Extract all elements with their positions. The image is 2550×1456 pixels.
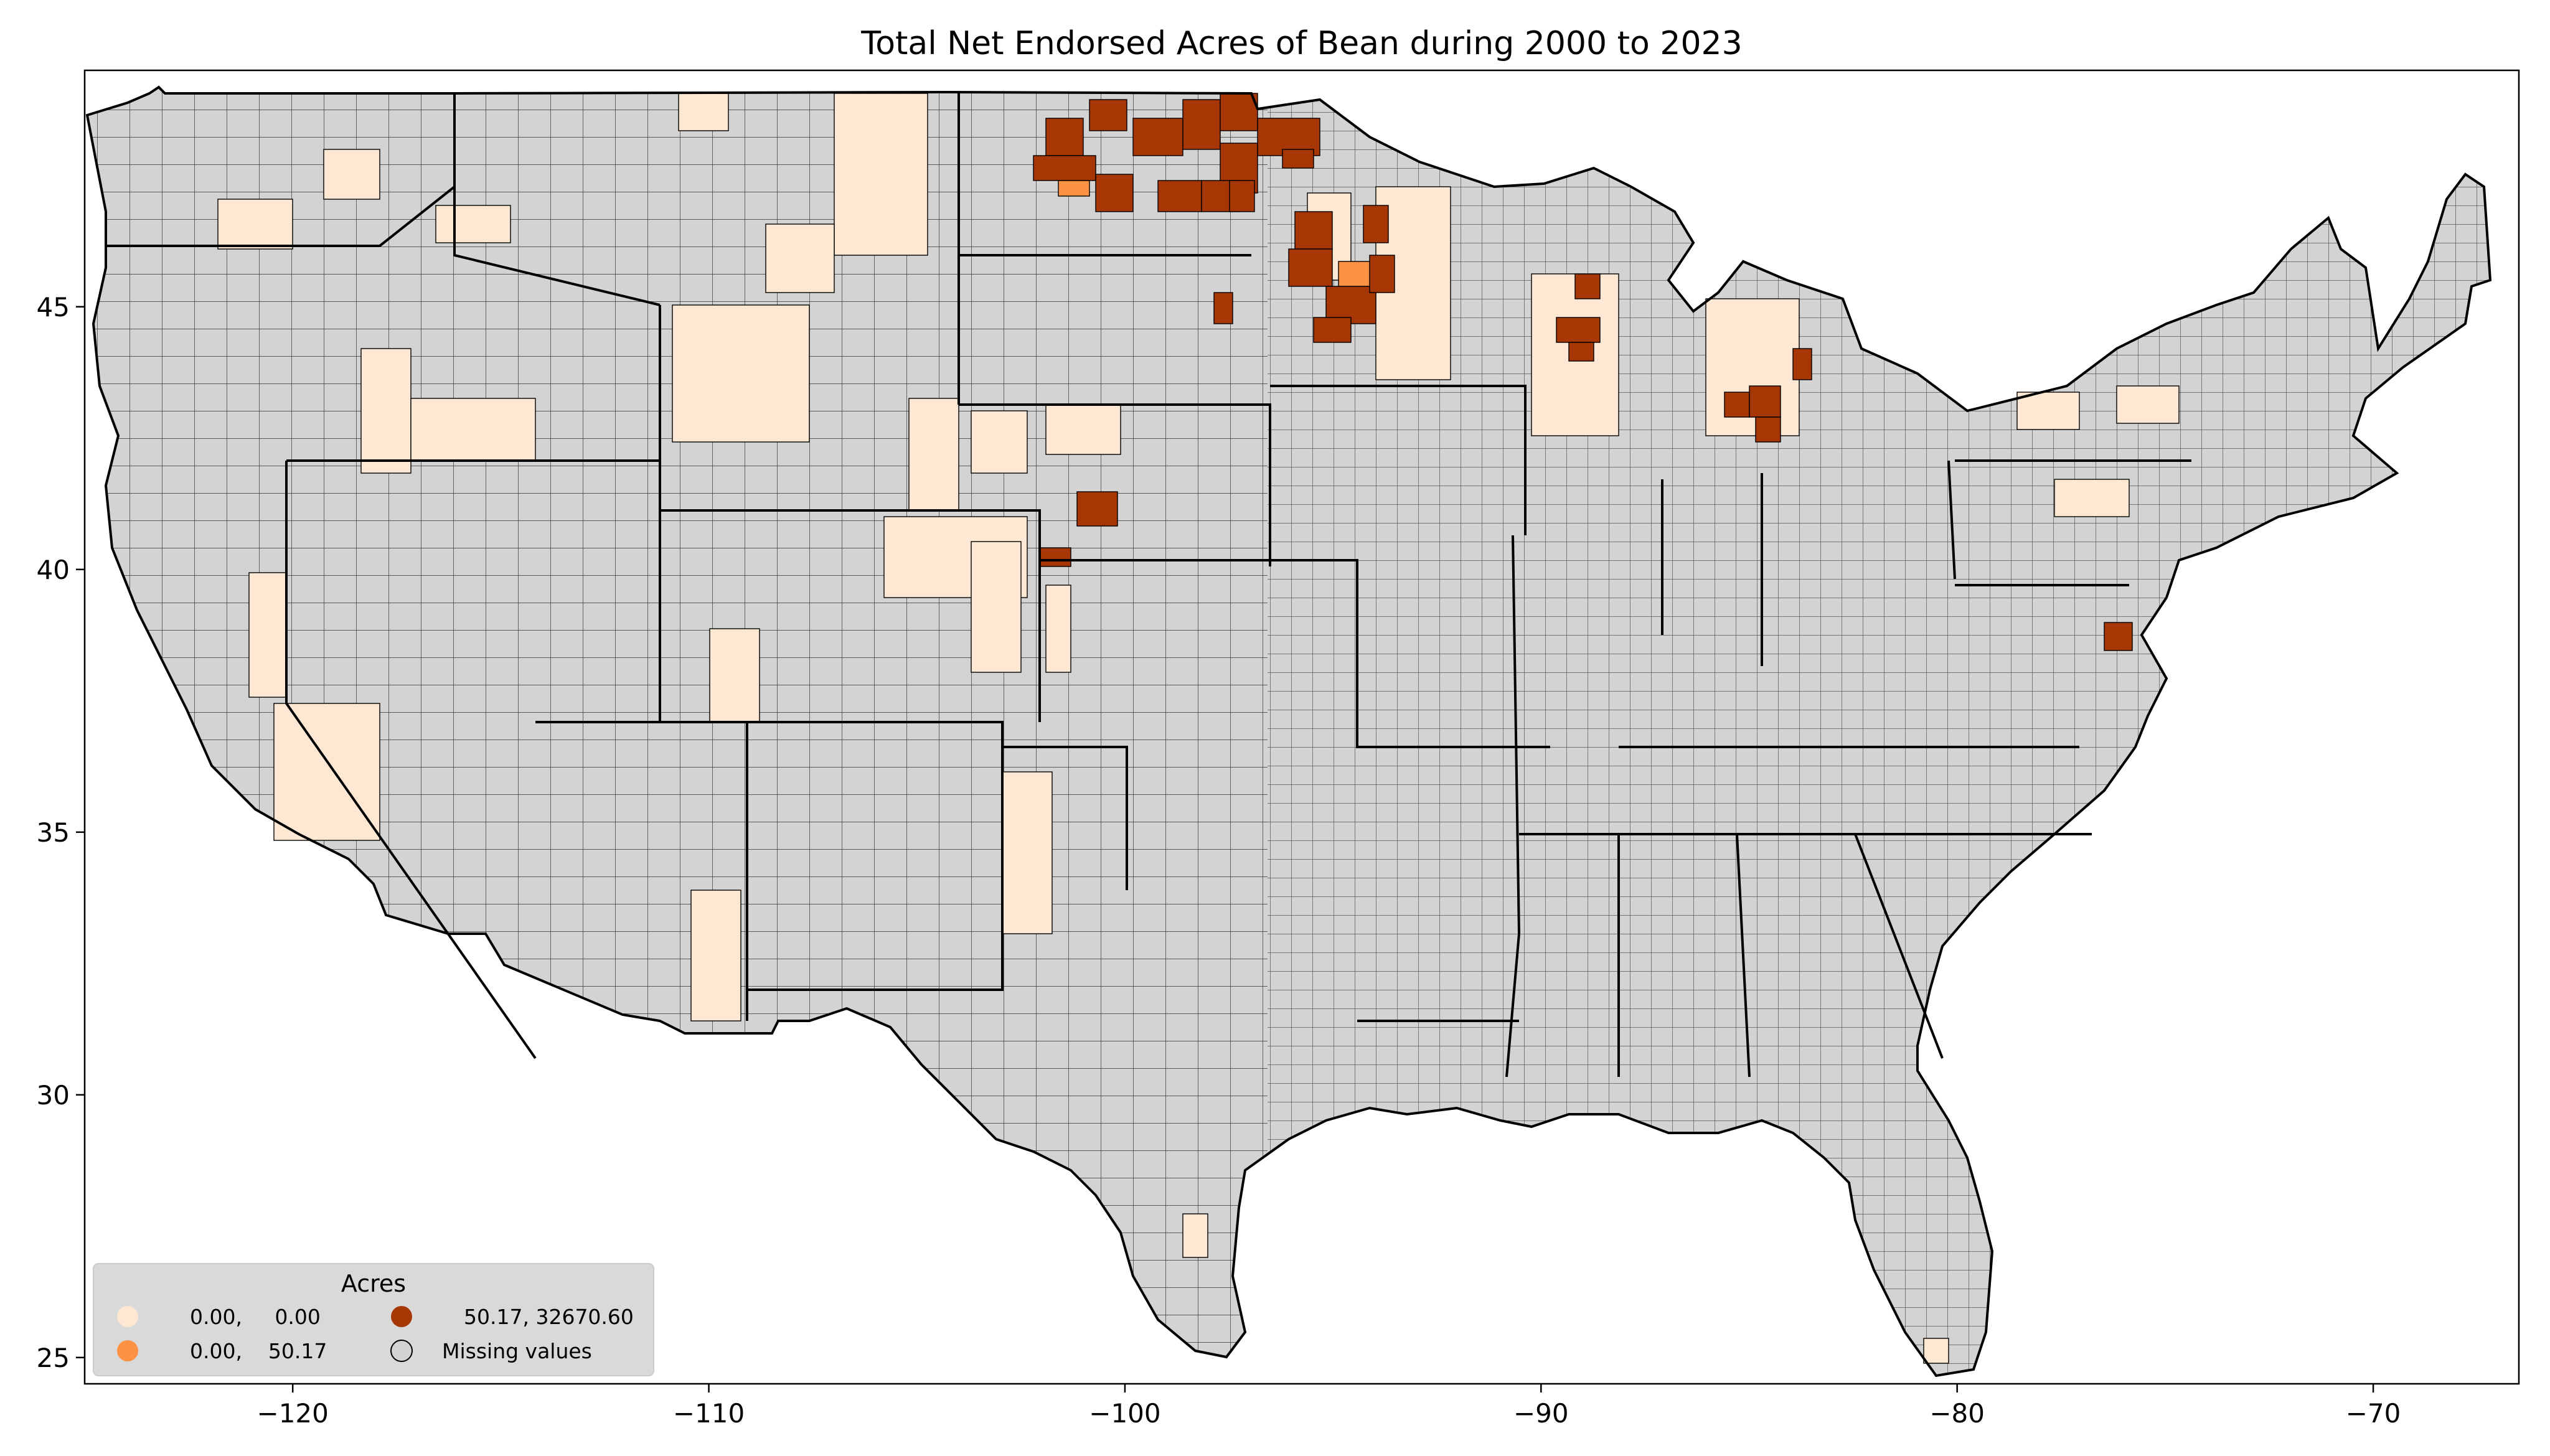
legend-box <box>93 1263 654 1376</box>
county-high <box>1095 174 1134 212</box>
legend-marker-missing <box>390 1340 413 1362</box>
legend-item-low: 0.00, 0.00 <box>117 1305 321 1329</box>
county-low <box>217 199 293 250</box>
county-low <box>273 703 380 841</box>
y-tick-label: 45 <box>37 292 70 322</box>
county-high <box>1749 385 1781 418</box>
y-tick-label: 30 <box>37 1080 70 1111</box>
county-high <box>1220 93 1258 131</box>
legend: Acres 0.00, 0.00 0.00, 50.17 50.17, 3267… <box>93 1263 654 1376</box>
county-low <box>672 304 810 443</box>
county-high <box>1076 491 1118 527</box>
county-high <box>1556 317 1601 343</box>
state-border <box>106 93 2191 1078</box>
county-high <box>1724 392 1750 418</box>
county-low <box>1045 404 1121 455</box>
county-high <box>1574 273 1601 299</box>
county-low <box>971 410 1028 474</box>
county-mid <box>1058 180 1090 197</box>
map-title: Total Net Endorsed Acres of Bean during … <box>860 25 1742 62</box>
x-tick-label: −110 <box>673 1398 745 1429</box>
counties-low-group <box>217 93 2180 1364</box>
x-tick-label: −70 <box>2346 1398 2401 1429</box>
county-high <box>1229 180 1255 212</box>
x-tick-label: −90 <box>1513 1398 1569 1429</box>
legend-marker-low <box>117 1306 138 1327</box>
county-low <box>2016 392 2080 430</box>
legend-label-missing: Missing values <box>442 1339 592 1363</box>
county-low <box>435 205 511 243</box>
legend-label-low: 0.00, 0.00 <box>190 1305 321 1329</box>
county-low <box>410 398 536 461</box>
county-high <box>1568 342 1594 362</box>
county-low <box>248 572 287 698</box>
legend-item-high: 50.17, 32670.60 <box>391 1305 634 1329</box>
y-axis: 25 30 35 40 45 <box>37 292 85 1373</box>
county-low <box>1002 771 1053 934</box>
legend-item-missing: Missing values <box>390 1339 592 1363</box>
county-high <box>1182 99 1221 150</box>
counties-mid-group <box>1058 180 1373 287</box>
x-axis: −120 −110 −100 −90 −80 −70 <box>257 1384 2401 1429</box>
y-tick-label: 40 <box>37 555 70 585</box>
y-tick-label: 25 <box>37 1343 70 1373</box>
county-high <box>1089 99 1127 131</box>
county-high <box>1039 547 1071 567</box>
legend-marker-mid <box>117 1340 138 1361</box>
county-low <box>908 398 959 511</box>
county-high <box>1313 317 1352 343</box>
county-low <box>2116 385 2180 424</box>
county-high <box>1369 255 1395 293</box>
county-high <box>2104 622 2133 651</box>
x-tick-label: −80 <box>1929 1398 1985 1429</box>
county-low <box>690 890 741 1022</box>
legend-item-mid: 0.00, 50.17 <box>117 1339 327 1363</box>
x-tick-label: −100 <box>1089 1398 1160 1429</box>
county-low <box>709 628 760 723</box>
county-low <box>1182 1213 1208 1258</box>
legend-title: Acres <box>341 1270 406 1297</box>
counties-high-group <box>1033 93 2133 651</box>
county-high <box>1045 118 1084 156</box>
county-high <box>1132 118 1183 156</box>
county-high <box>1033 155 1096 181</box>
county-high <box>1755 416 1781 443</box>
county-high <box>1363 205 1389 243</box>
county-low <box>323 149 380 200</box>
county-low <box>2054 479 2130 517</box>
county-high <box>1213 292 1233 324</box>
y-tick-label: 35 <box>37 817 70 848</box>
x-tick-label: −120 <box>257 1398 329 1429</box>
county-high <box>1157 180 1202 212</box>
county-high <box>1294 211 1333 250</box>
county-low <box>971 541 1022 673</box>
legend-marker-high <box>391 1306 412 1327</box>
county-low <box>678 93 729 131</box>
county-high <box>1792 348 1812 380</box>
county-low <box>1045 585 1071 673</box>
state-borders <box>106 93 2191 1078</box>
county-high <box>1288 248 1333 287</box>
legend-label-high: 50.17, 32670.60 <box>464 1305 634 1329</box>
county-mid <box>1338 261 1373 287</box>
legend-label-mid: 0.00, 50.17 <box>190 1339 327 1363</box>
county-low <box>834 93 928 256</box>
county-low <box>765 223 835 293</box>
county-low <box>1923 1338 1949 1364</box>
county-low <box>360 348 412 474</box>
county-high <box>1282 149 1314 169</box>
